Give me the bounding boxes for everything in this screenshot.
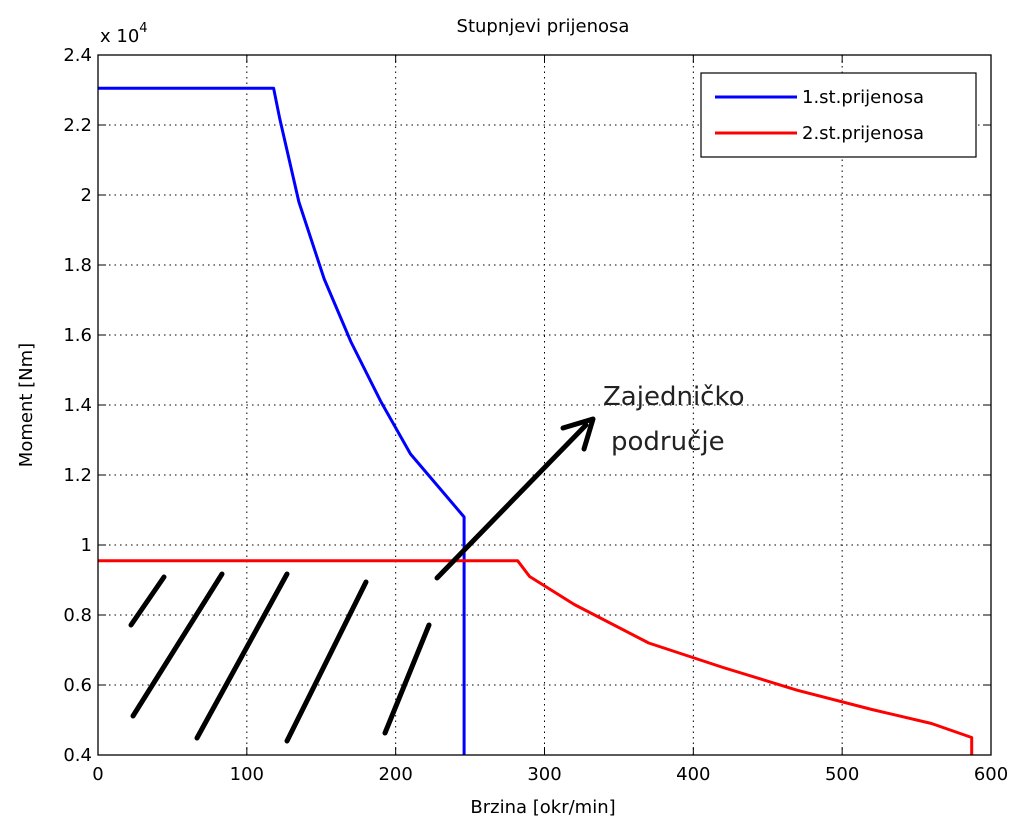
y-tick-label: 0.6 (63, 675, 92, 696)
x-tick-label: 600 (974, 764, 1008, 785)
annotation: Zajedničko područje (434, 382, 745, 581)
hatch-stroke (128, 574, 167, 628)
y-axis-label: Moment [Nm] (16, 343, 37, 467)
x-tick-label: 400 (676, 764, 710, 785)
y-tick-label: 1.2 (63, 465, 92, 486)
y-tick-label: 2.2 (63, 115, 92, 136)
series-line-2 (98, 559, 974, 755)
y-tick-label: 1 (81, 535, 92, 556)
hatch-stroke (194, 571, 290, 741)
y-tick-label: 0.8 (63, 605, 92, 626)
y-tick-label: 0.4 (63, 745, 92, 766)
series-line-1 (98, 86, 466, 755)
y-multiplier-base: x 10 (100, 26, 139, 47)
y-tick-label: 2.4 (63, 45, 92, 66)
ticks: 0 100 200 300 400 500 600 0.4 0.6 0.8 1 1.2 1.4 1.6 1.… (63, 45, 1008, 785)
x-tick-label: 100 (230, 764, 264, 785)
y-multiplier: x 104 (100, 21, 148, 47)
legend: 1.st.prijenosa 2.st.prijenosa (700, 72, 977, 158)
x-tick-label: 300 (527, 764, 561, 785)
legend-box (700, 72, 977, 158)
series-group (98, 86, 974, 755)
x-tick-label: 200 (378, 764, 412, 785)
annotation-line-1: Zajedničko (603, 382, 745, 412)
chart-title: Stupnjevi prijenosa (457, 16, 630, 37)
legend-label: 1.st.prijenosa (802, 87, 924, 108)
grid (98, 55, 991, 755)
x-tick-label: 0 (92, 764, 103, 785)
hatch-stroke (284, 579, 369, 744)
y-tick-label: 1.4 (63, 395, 92, 416)
annotation-arrow-head (560, 416, 596, 452)
y-multiplier-exponent: 4 (139, 21, 147, 36)
legend-label: 2.st.prijenosa (802, 123, 924, 144)
x-axis-label: Brzina [okr/min] (470, 797, 615, 818)
y-tick-label: 1.6 (63, 325, 92, 346)
annotation-arrow-shaft (434, 422, 589, 581)
hatch-stroke (382, 622, 432, 736)
hatch-stroke (130, 571, 225, 719)
y-tick-label: 2 (81, 185, 92, 206)
x-tick-label: 500 (825, 764, 859, 785)
hatch-marks (128, 571, 432, 744)
annotation-line-2: područje (611, 427, 725, 457)
y-tick-label: 1.8 (63, 255, 92, 276)
